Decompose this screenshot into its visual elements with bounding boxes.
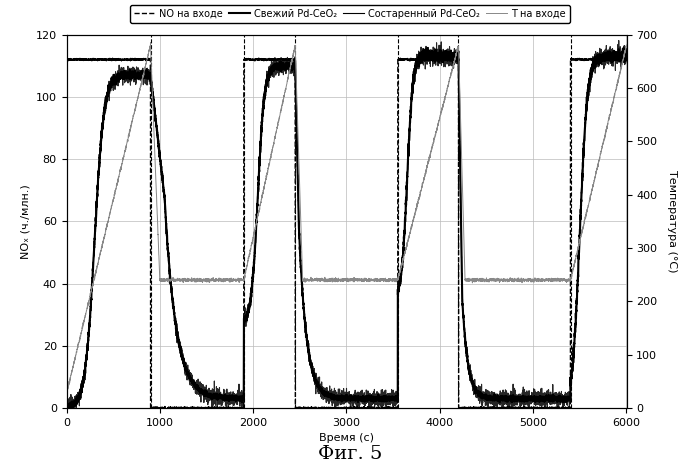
- Y-axis label: Температура (°C): Температура (°C): [667, 170, 677, 272]
- Text: Фиг. 5: Фиг. 5: [318, 445, 382, 461]
- Legend: NO на входе, Свежий Pd-CeO₂, Состаренный Pd-CeO₂, Т на входе: NO на входе, Свежий Pd-CeO₂, Состаренный…: [130, 5, 570, 23]
- X-axis label: Время (с): Время (с): [319, 433, 374, 443]
- Y-axis label: NOₓ (ч./млн.): NOₓ (ч./млн.): [20, 184, 30, 259]
